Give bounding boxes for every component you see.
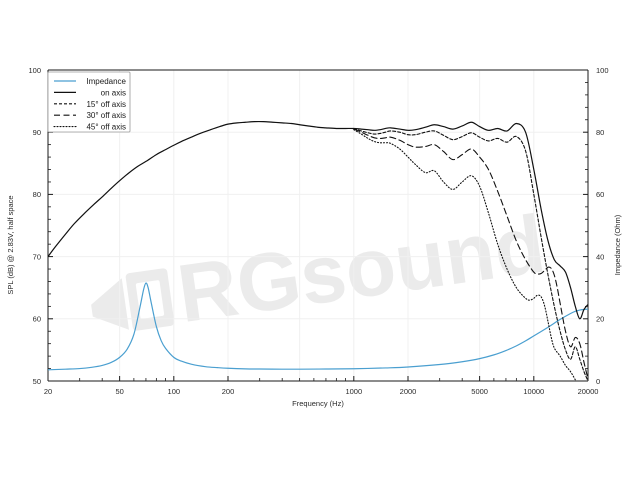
- curve-30-off-axis: [353, 128, 588, 380]
- y-tick-label-right: 40: [596, 252, 604, 261]
- x-tick-label: 20: [44, 387, 52, 396]
- x-tick-label: 50: [115, 387, 123, 396]
- legend[interactable]: Impedance on axis 15° off axis 30° off axis…: [47, 71, 131, 133]
- legend-label: 15° off axis: [86, 100, 126, 109]
- y-tick-label-left: 80: [33, 190, 41, 199]
- y-tick-label-right: 100: [596, 66, 609, 75]
- y-tick-label-left: 50: [33, 377, 41, 386]
- legend-label: on axis: [101, 88, 126, 97]
- x-tick-label: 2000: [400, 387, 417, 396]
- curve-45-off-axis: [353, 129, 576, 381]
- x-axis-title: Frequency (Hz): [292, 399, 344, 408]
- y-axis-left-title: SPL (dB) @ 2.83V, half space: [6, 195, 15, 294]
- y-tick-label-left: 70: [33, 252, 41, 261]
- x-tick-label: 200: [222, 387, 235, 396]
- y-axis-right-ticks: 0 20 40 60 80 100: [583, 66, 609, 386]
- legend-label: 45° off axis: [86, 123, 126, 132]
- x-tick-label: 1000: [345, 387, 362, 396]
- curve-impedance: [48, 282, 588, 371]
- x-tick-label: 20000: [578, 387, 599, 396]
- x-axis-ticks: 20 50 100 200 1000 2000 5000 10000 20000: [44, 376, 599, 396]
- legend-label: 30° off axis: [86, 111, 126, 120]
- y-tick-label-right: 80: [596, 128, 604, 137]
- x-tick-label: 100: [168, 387, 181, 396]
- y-axis-right-title: Impedance (Ohm): [613, 214, 622, 275]
- y-tick-label-right: 60: [596, 190, 604, 199]
- curve-15-off-axis: [353, 127, 588, 381]
- data-curves: [48, 120, 588, 381]
- y-tick-label-left: 60: [33, 315, 41, 324]
- y-tick-label-right: 20: [596, 315, 604, 324]
- y-tick-label-left: 90: [33, 128, 41, 137]
- y-tick-label-left: 100: [28, 66, 41, 75]
- curve-on-axis: [48, 120, 588, 320]
- y-tick-label-right: 0: [596, 377, 600, 386]
- legend-background: [47, 71, 131, 133]
- legend-label: Impedance: [86, 77, 126, 86]
- x-tick-label: 5000: [471, 387, 488, 396]
- x-tick-label: 10000: [523, 387, 544, 396]
